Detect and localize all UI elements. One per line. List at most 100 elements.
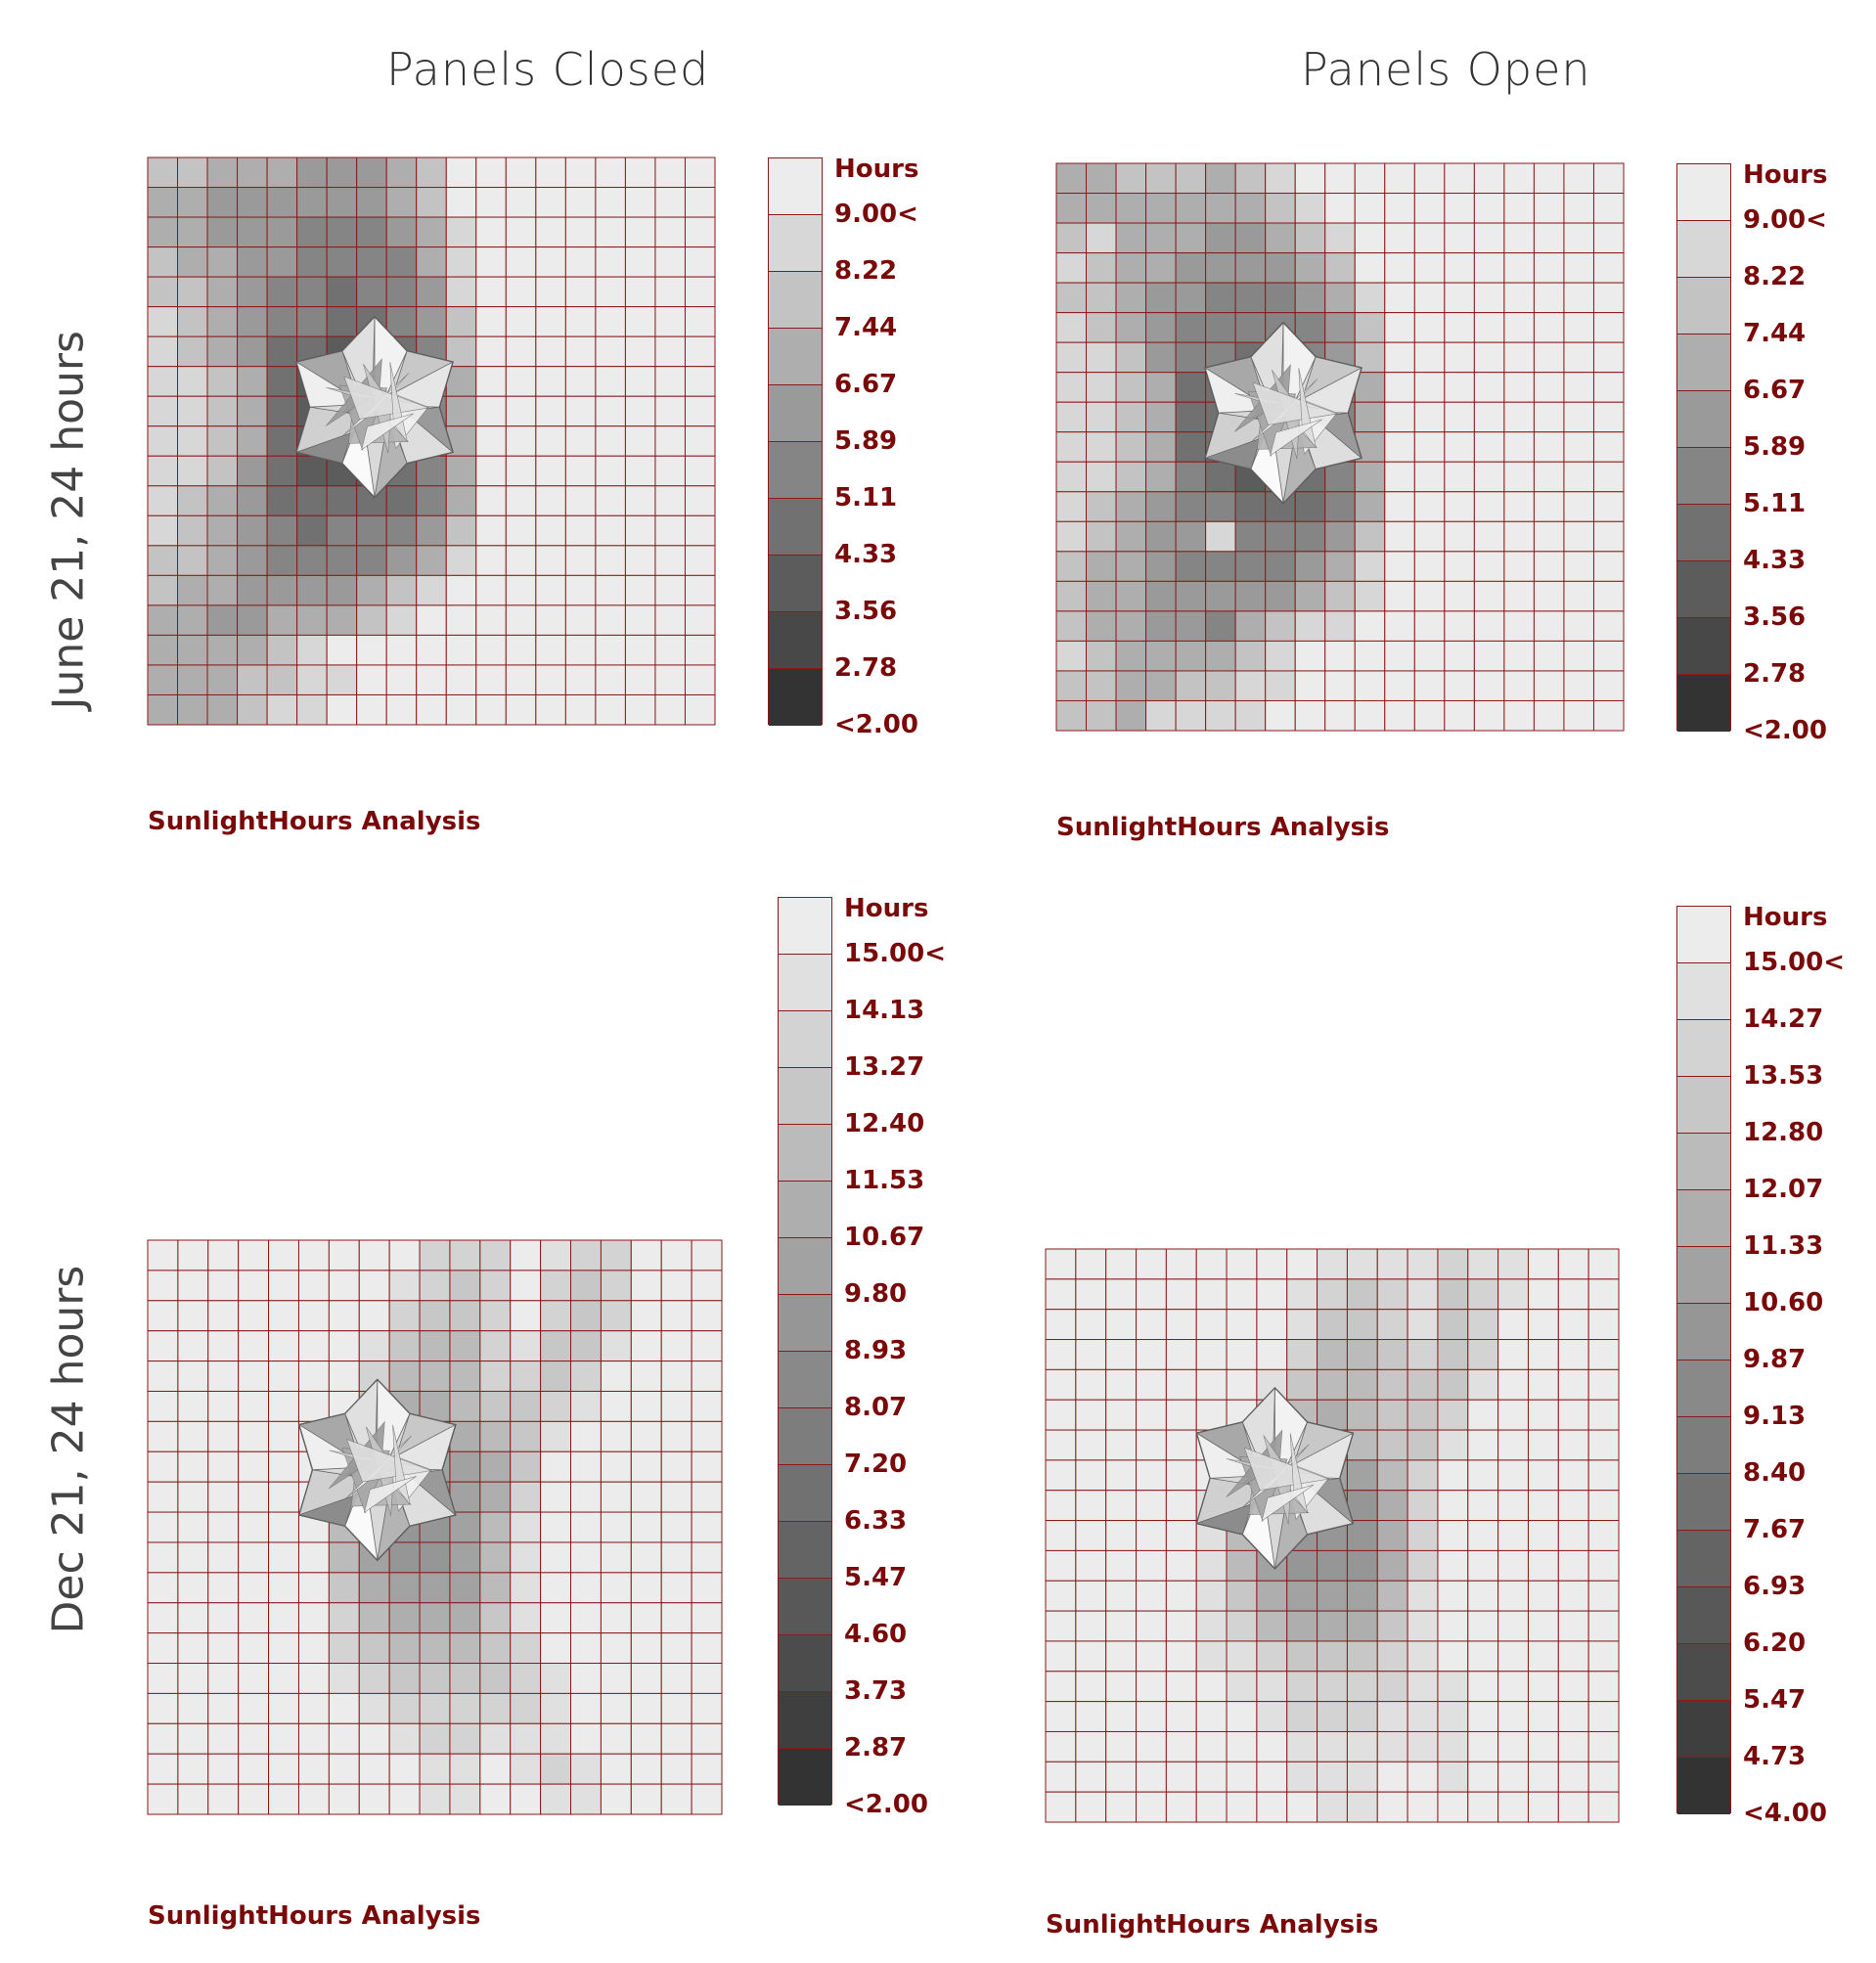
legend-tick-label: 7.67 bbox=[1743, 1515, 1807, 1544]
heatmap-cell bbox=[1256, 1791, 1288, 1823]
heatmap-cell bbox=[630, 1602, 662, 1634]
heatmap-cell bbox=[445, 216, 477, 248]
heatmap-cell bbox=[1503, 670, 1535, 701]
heatmap-cell bbox=[207, 1330, 240, 1362]
heatmap-cell bbox=[1045, 1520, 1077, 1551]
heatmap-cell bbox=[1294, 491, 1326, 522]
heatmap-cell bbox=[540, 1602, 572, 1634]
heatmap-cell bbox=[1294, 610, 1326, 642]
heatmap-cell bbox=[147, 306, 179, 337]
heatmap-cell bbox=[660, 1300, 692, 1332]
heatmap-cell bbox=[147, 1722, 179, 1755]
heatmap-cell bbox=[445, 514, 477, 547]
legend-tick-label: 13.27 bbox=[844, 1052, 925, 1082]
heatmap-cell bbox=[206, 335, 239, 368]
legend-tick-label: 6.20 bbox=[1743, 1628, 1807, 1658]
heatmap-cell bbox=[1354, 670, 1386, 701]
heatmap-cell bbox=[1256, 1248, 1288, 1280]
heatmap-cell bbox=[177, 1420, 209, 1452]
heatmap-cell bbox=[624, 634, 656, 666]
heatmap-cell bbox=[600, 1783, 632, 1815]
heatmap-cell bbox=[1317, 1671, 1348, 1703]
heatmap-cell bbox=[600, 1300, 632, 1332]
heatmap-cell bbox=[1317, 1580, 1348, 1612]
heatmap-cell bbox=[475, 455, 507, 487]
heatmap-cell bbox=[419, 1663, 451, 1694]
heatmap-cell bbox=[296, 693, 328, 726]
heatmap-cell bbox=[1165, 1248, 1197, 1280]
heatmap-cell bbox=[1587, 1520, 1620, 1551]
heatmap-cell bbox=[358, 1753, 390, 1785]
heatmap-cell bbox=[445, 306, 477, 337]
heatmap-cell bbox=[1136, 1248, 1167, 1280]
heatmap-cell bbox=[660, 1270, 692, 1302]
legend-tick-label: 12.07 bbox=[1743, 1175, 1824, 1204]
heatmap-cell bbox=[1165, 1399, 1197, 1431]
heatmap-cell bbox=[416, 276, 447, 308]
heatmap-cell bbox=[510, 1330, 542, 1362]
heatmap-june-open bbox=[1055, 162, 1625, 732]
legend-swatch bbox=[1677, 963, 1730, 1020]
heatmap-cell bbox=[1324, 640, 1356, 672]
heatmap-cell bbox=[177, 664, 208, 695]
heatmap-cell bbox=[237, 664, 268, 695]
heatmap-cell bbox=[416, 693, 447, 726]
heatmap-cell bbox=[416, 604, 447, 636]
heatmap-cell bbox=[535, 455, 566, 487]
heatmap-cell bbox=[479, 1632, 512, 1665]
heatmap-cell bbox=[1195, 1791, 1228, 1823]
heatmap-cell bbox=[1195, 1278, 1228, 1311]
heatmap-cell bbox=[1376, 1730, 1408, 1762]
heatmap-cell bbox=[1527, 1761, 1559, 1793]
heatmap-cell bbox=[1205, 461, 1236, 493]
heatmap-cell bbox=[1407, 1368, 1439, 1401]
heatmap-cell bbox=[1503, 551, 1535, 582]
heatmap-cell bbox=[1444, 193, 1475, 224]
heatmap-cell bbox=[479, 1783, 512, 1815]
heatmap-cell bbox=[1055, 372, 1088, 403]
legend-swatch bbox=[1677, 675, 1730, 732]
heatmap-cell bbox=[595, 306, 626, 337]
heatmap-cell bbox=[1086, 520, 1117, 553]
heatmap-cell bbox=[238, 1722, 270, 1755]
heatmap-cell bbox=[1563, 401, 1594, 433]
heatmap-cell bbox=[1175, 162, 1207, 195]
heatmap-cell bbox=[1086, 312, 1117, 343]
heatmap-cell bbox=[268, 1481, 299, 1513]
heatmap-cell bbox=[1497, 1429, 1529, 1461]
heatmap-cell bbox=[505, 276, 537, 308]
heatmap-cell bbox=[475, 216, 507, 248]
heatmap-cell bbox=[1226, 1761, 1258, 1793]
heatmap-cell bbox=[147, 634, 179, 666]
heatmap-cell bbox=[358, 1632, 390, 1665]
heatmap-cell bbox=[1527, 1490, 1559, 1522]
heatmap-cell bbox=[1286, 1580, 1318, 1612]
heatmap-cell bbox=[1045, 1399, 1077, 1431]
heatmap-cell bbox=[1354, 252, 1386, 284]
heatmap-cell bbox=[1234, 282, 1267, 314]
heatmap-cell bbox=[1055, 461, 1088, 493]
heatmap-cell bbox=[207, 1632, 240, 1665]
heatmap-cell bbox=[1587, 1309, 1620, 1341]
heatmap-cell bbox=[1592, 162, 1625, 195]
heatmap-cell bbox=[268, 1722, 299, 1755]
heatmap-cell bbox=[1497, 1339, 1529, 1370]
heatmap-cell bbox=[1527, 1520, 1559, 1551]
heatmap-cell bbox=[1105, 1761, 1138, 1793]
heatmap-cell bbox=[1075, 1278, 1107, 1311]
heatmap-cell bbox=[475, 395, 507, 427]
heatmap-cell bbox=[1467, 1640, 1499, 1673]
heatmap-cell bbox=[356, 156, 387, 189]
heatmap-cell bbox=[535, 276, 566, 308]
heatmap-cell bbox=[660, 1541, 692, 1574]
heatmap-june-closed bbox=[147, 156, 716, 726]
heatmap-cell bbox=[1444, 551, 1475, 582]
heatmap-cell bbox=[1413, 431, 1446, 463]
heatmap-cell bbox=[238, 1753, 270, 1785]
heatmap-cell bbox=[177, 1753, 209, 1785]
heatmap-cell bbox=[445, 545, 477, 576]
heatmap-cell bbox=[1557, 1640, 1589, 1673]
heatmap-cell bbox=[1384, 580, 1415, 612]
heatmap-cell bbox=[1437, 1671, 1469, 1703]
heatmap-cell bbox=[1136, 1278, 1167, 1311]
